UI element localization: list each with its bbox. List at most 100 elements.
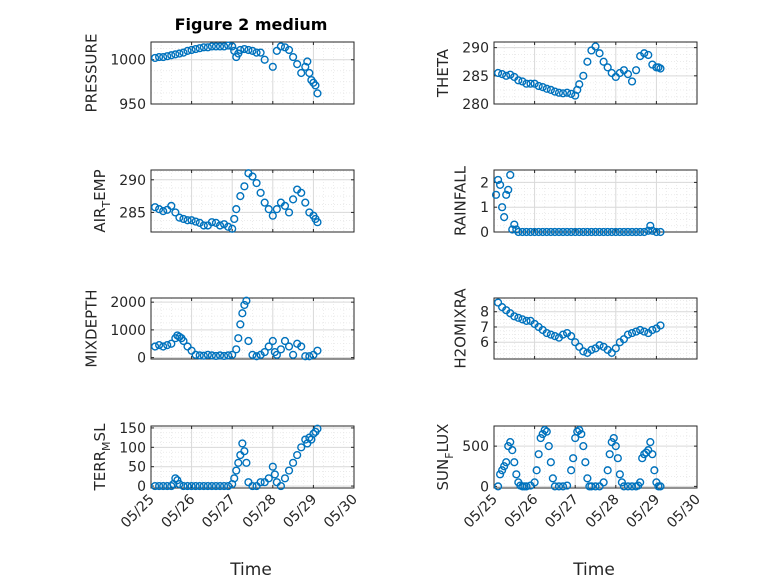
data-point	[510, 458, 519, 467]
y-axis-label: SUNFLUX	[434, 424, 456, 491]
data-point	[577, 429, 586, 439]
data-point	[646, 438, 655, 447]
data-point	[514, 227, 523, 237]
data-point	[648, 450, 657, 459]
data-point	[293, 450, 302, 460]
data-point	[211, 351, 221, 361]
data-point	[207, 42, 217, 51]
data-point	[195, 351, 204, 360]
data-point	[183, 46, 192, 55]
data-point	[260, 198, 269, 207]
data-point	[644, 50, 653, 60]
data-point	[495, 470, 505, 479]
data-point	[234, 458, 243, 467]
data-point	[232, 205, 241, 214]
data-point	[242, 296, 251, 305]
data-point	[567, 227, 576, 237]
data-point	[579, 347, 588, 356]
data-point	[571, 227, 580, 237]
y-tick-label: 2000	[110, 295, 146, 311]
data-point	[605, 450, 614, 459]
y-tick-label: 50	[128, 460, 146, 476]
data-point	[244, 45, 253, 55]
data-point	[542, 427, 551, 436]
data-point	[256, 48, 265, 57]
data-point	[284, 466, 294, 475]
data-point	[498, 70, 507, 79]
data-point	[544, 442, 553, 451]
data-point	[595, 341, 604, 350]
data-point	[522, 482, 531, 491]
data-point	[252, 178, 261, 188]
data-point	[191, 217, 200, 226]
y-axis-label-text: AIR	[91, 208, 109, 233]
data-point	[219, 351, 229, 361]
data-point	[567, 466, 576, 475]
data-point	[175, 332, 184, 341]
y-axis-label-text: RAINFALL	[451, 165, 469, 236]
data-point	[648, 226, 657, 235]
data-point	[215, 221, 225, 230]
data-point	[595, 227, 604, 237]
subplot-1: 950 1000 PRESSURE	[83, 34, 355, 113]
data-point	[562, 481, 572, 490]
data-point	[211, 42, 221, 51]
y-axis-label-subscript: T	[100, 201, 113, 209]
data-point	[203, 481, 212, 491]
y-tick-label: 6	[480, 335, 489, 351]
data-point	[272, 205, 281, 214]
data-point	[587, 482, 596, 491]
data-point	[619, 482, 629, 491]
data-point	[230, 474, 239, 483]
data-point	[636, 227, 645, 237]
data-point	[558, 482, 568, 491]
data-point	[650, 466, 659, 475]
data-point	[167, 201, 176, 210]
data-point	[514, 76, 523, 85]
data-point	[297, 68, 306, 78]
data-point	[656, 321, 665, 330]
data-point	[236, 450, 245, 460]
data-point	[203, 43, 212, 52]
data-point	[313, 218, 322, 227]
data-point	[591, 42, 600, 51]
subplot-2: 280 285 290 THETA	[434, 41, 698, 113]
data-point	[297, 188, 306, 197]
data-point	[538, 227, 547, 237]
subplot-4: 0 1 2 RAINFALL	[451, 165, 698, 241]
data-point	[191, 481, 200, 491]
data-point	[155, 341, 164, 350]
data-point	[656, 482, 665, 491]
data-point	[640, 49, 649, 58]
data-point	[171, 208, 180, 217]
data-point	[631, 227, 641, 237]
data-point	[514, 313, 523, 322]
data-point	[587, 345, 596, 354]
data-point	[510, 220, 519, 229]
data-point	[272, 350, 281, 359]
data-point	[309, 429, 318, 438]
data-point	[558, 330, 568, 339]
data-point	[508, 446, 517, 455]
y-tick-label: 290	[462, 41, 489, 57]
data-point	[244, 336, 253, 346]
y-axis-label-text: LUX	[434, 424, 452, 453]
data-point	[183, 216, 192, 225]
data-point	[252, 352, 261, 361]
data-point	[150, 342, 160, 351]
y-axis-label-text: SL	[91, 423, 109, 442]
data-point	[518, 315, 527, 324]
data-point	[530, 227, 539, 237]
data-point	[248, 350, 257, 359]
data-point	[583, 57, 592, 66]
data-point	[224, 41, 233, 50]
data-point	[264, 474, 273, 483]
data-point	[562, 88, 572, 97]
data-point	[199, 221, 208, 230]
data-point	[542, 328, 551, 338]
data-point	[289, 458, 298, 467]
data-point	[573, 427, 582, 436]
data-point	[599, 227, 608, 237]
data-point	[252, 48, 261, 57]
y-tick-label: 7	[480, 320, 489, 336]
